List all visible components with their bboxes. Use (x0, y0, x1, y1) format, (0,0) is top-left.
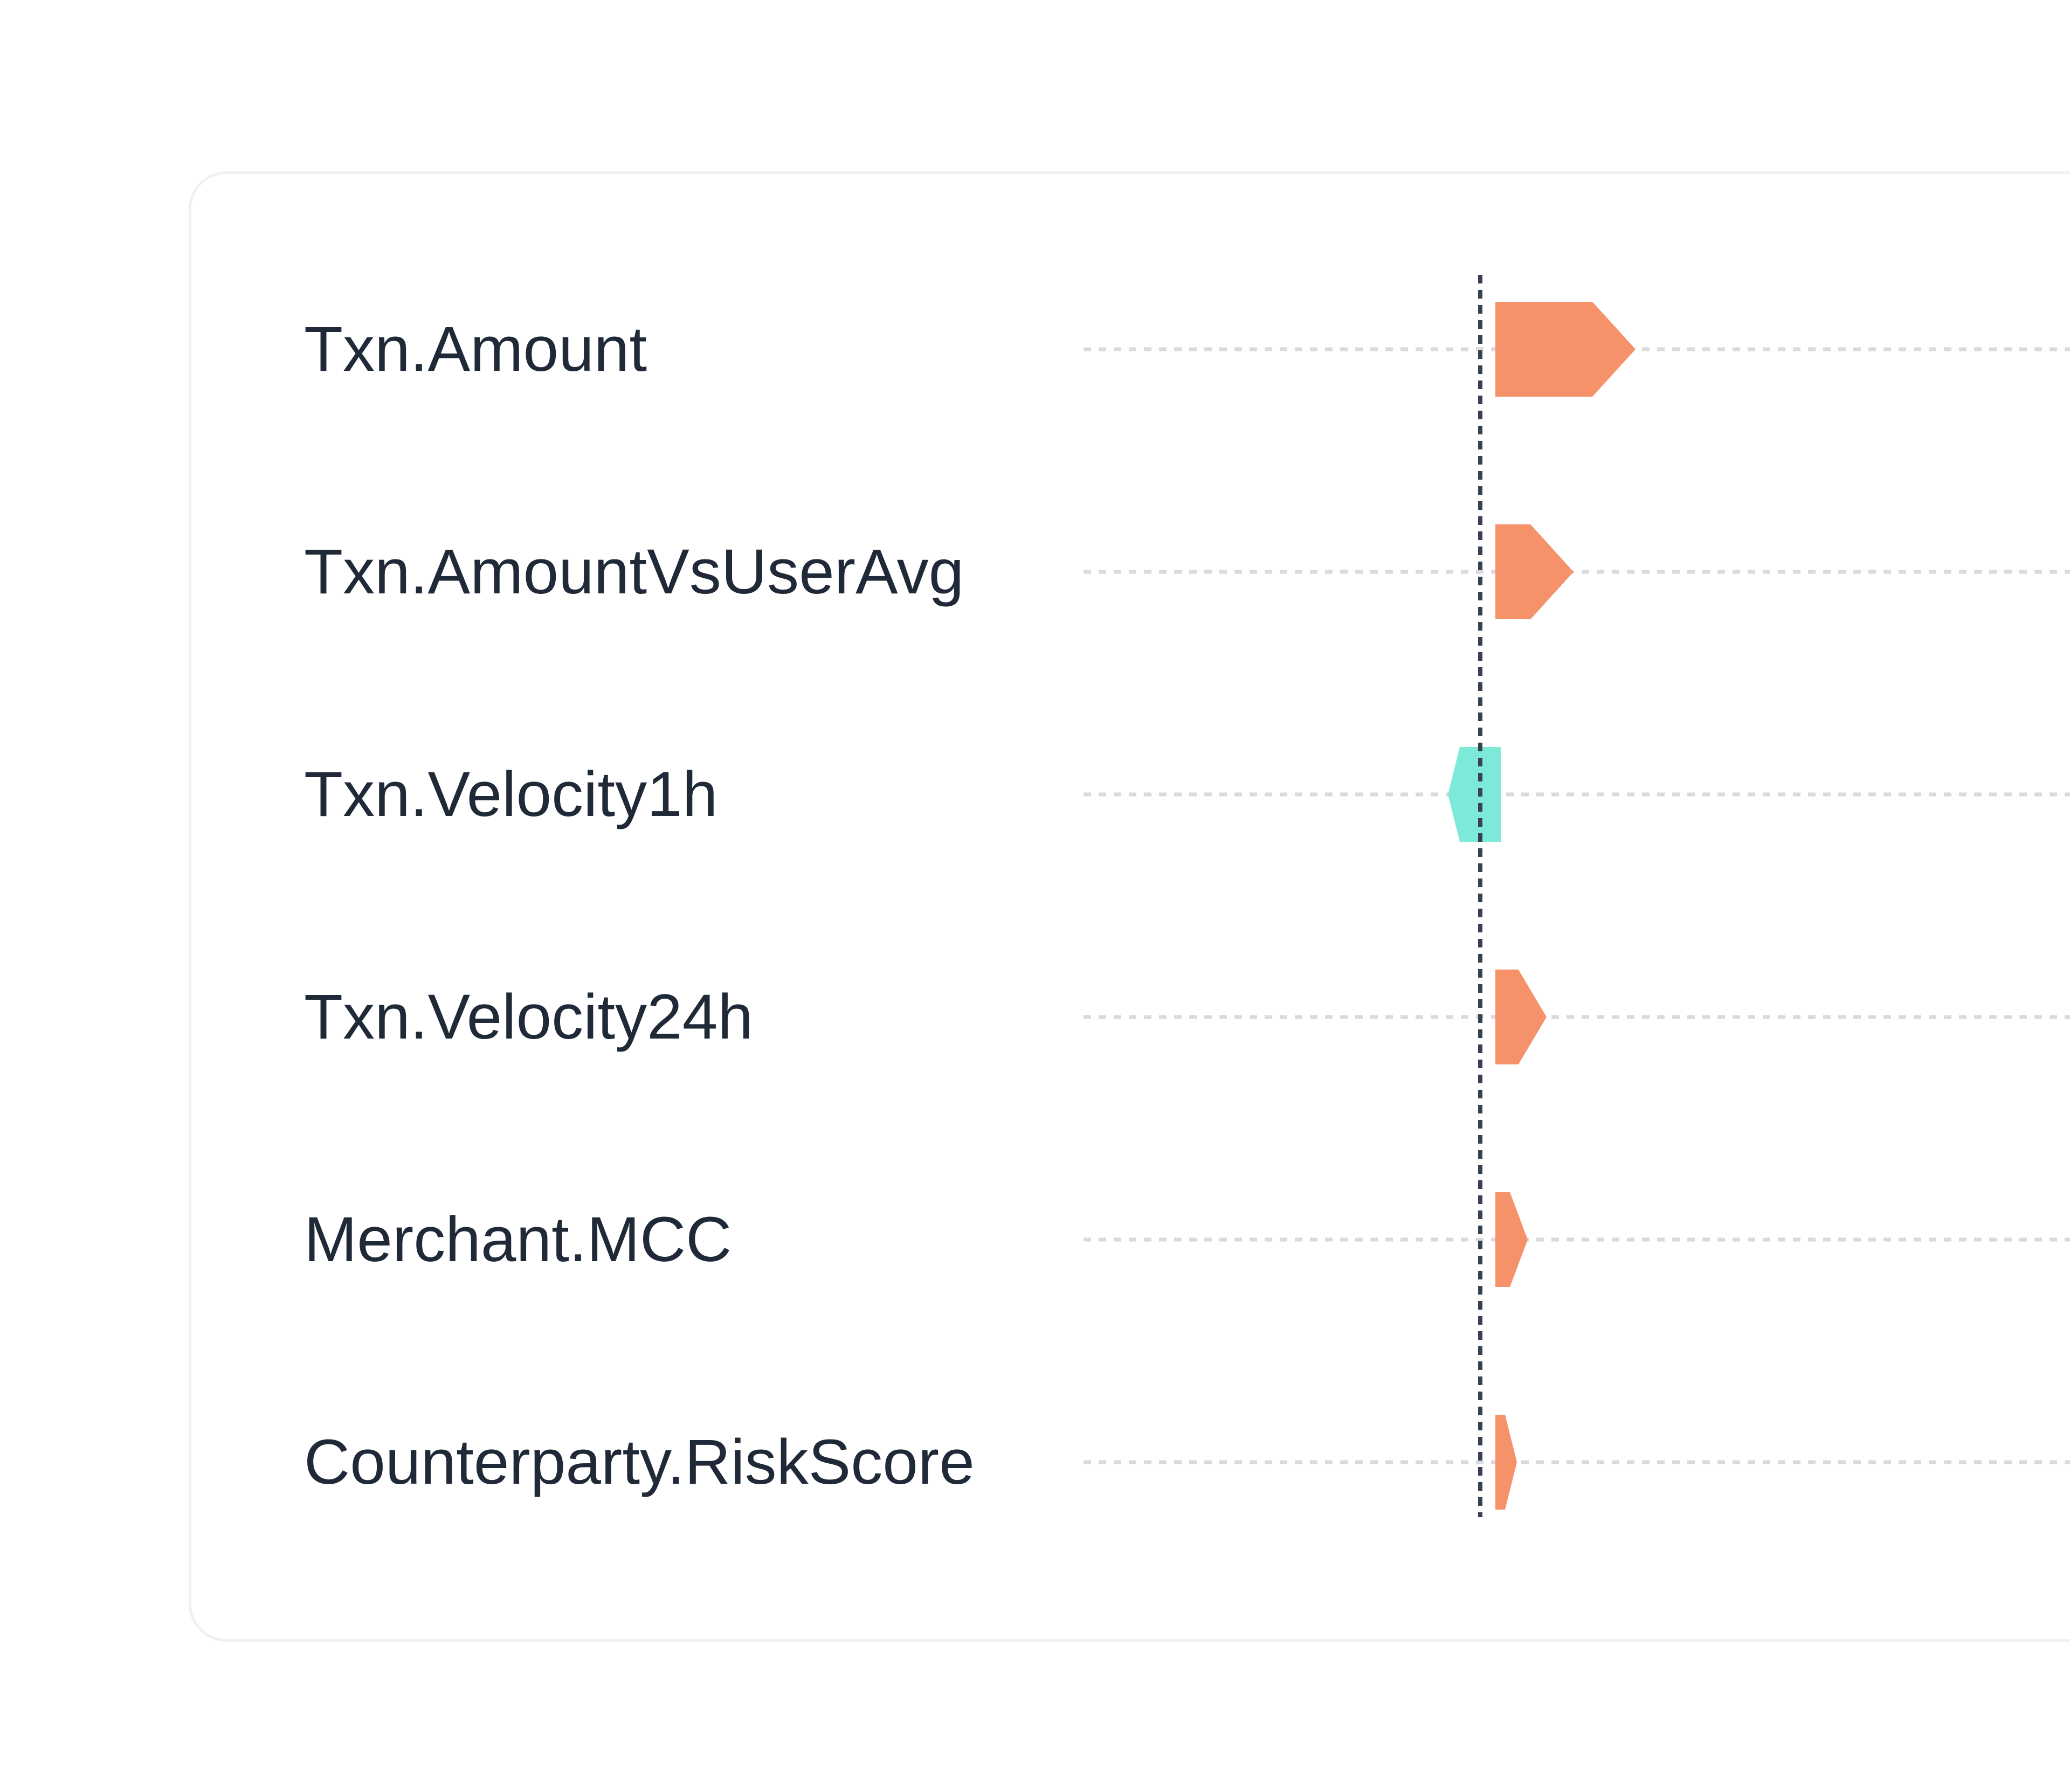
category-label: Txn.Velocity24h (304, 981, 754, 1053)
bar-txn-velocity1h (1448, 747, 1501, 842)
category-label: Merchant.MCC (304, 1204, 732, 1275)
row-guides (1084, 347, 2070, 1464)
category-label: Counterparty.RiskScore (304, 1427, 975, 1498)
category-label: Txn.Velocity1h (304, 759, 718, 830)
bar-txn-amount (1495, 302, 1636, 397)
bar-counterparty-riskscore (1495, 1415, 1517, 1510)
bars (1448, 302, 1636, 1510)
category-label: Txn.AmountVsUserAvg (304, 536, 964, 607)
bar-txn-amountvsuseravg (1495, 524, 1574, 619)
bar-txn-velocity24h (1495, 970, 1547, 1064)
category-label: Txn.Amount (304, 314, 647, 385)
bar-merchant-mcc (1495, 1192, 1528, 1287)
chart-card (189, 171, 2070, 1642)
